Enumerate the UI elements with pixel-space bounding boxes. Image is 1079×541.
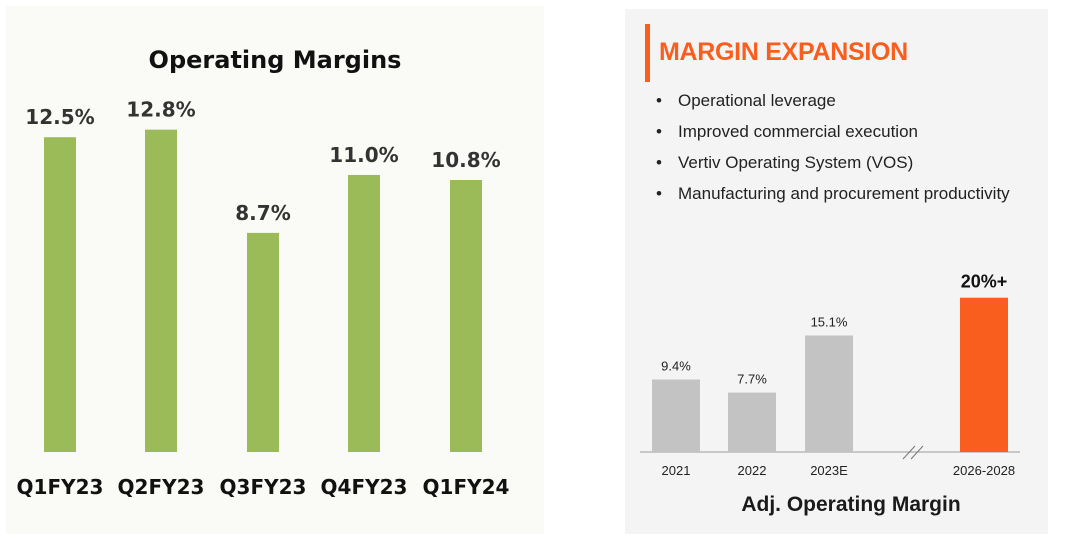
bar: [145, 129, 177, 452]
axis-break-icon: [902, 445, 924, 460]
x-tick-label: 2021: [662, 463, 691, 478]
x-tick-label: Q2FY23: [118, 475, 205, 499]
operating-margins-panel: Operating Margins 12.5% Q1FY23 12.8% Q2FY23…: [6, 6, 544, 534]
bullet-list: • Operational leverage • Improved commerci…: [656, 89, 1010, 213]
data-label: 10.8%: [431, 148, 500, 172]
data-label: 20%+: [961, 272, 1008, 292]
x-tick-label: Q3FY23: [220, 475, 307, 499]
bar: [652, 379, 700, 452]
x-tick-label: 2023E: [810, 463, 848, 478]
x-tick-label: Q1FY23: [17, 475, 104, 499]
margin-expansion-panel: MARGIN EXPANSION • Operational leverage •…: [625, 9, 1048, 534]
panel-title: MARGIN EXPANSION: [659, 38, 908, 66]
chart-title: Adj. Operating Margin: [741, 493, 960, 516]
data-label: 7.7%: [737, 372, 767, 387]
bullet-text: Manufacturing and procurement productivi…: [678, 184, 1010, 203]
x-tick-label: Q4FY23: [321, 475, 408, 499]
data-label: 9.4%: [661, 358, 691, 373]
data-label: 8.7%: [235, 201, 290, 225]
bar: [450, 180, 482, 452]
bar: [728, 392, 776, 452]
bullet-text: Operational leverage: [678, 91, 836, 110]
bar: [805, 335, 853, 452]
x-tick-label: Q1FY24: [423, 475, 510, 499]
bar: [44, 137, 76, 452]
bullet-text: Vertiv Operating System (VOS): [678, 153, 914, 172]
bullet-item: • Improved commercial execution: [656, 120, 1010, 151]
bullet-icon: •: [656, 122, 662, 141]
title-accent-bar: [645, 24, 650, 82]
bullet-icon: •: [656, 184, 662, 203]
data-label: 12.5%: [25, 105, 94, 129]
bullet-text: Improved commercial execution: [678, 122, 918, 141]
bar: [247, 232, 279, 452]
bullet-item: • Vertiv Operating System (VOS): [656, 151, 1010, 182]
data-label: 15.1%: [811, 315, 848, 330]
chart-title: Operating Margins: [149, 46, 402, 74]
adj-operating-margin-chart: 9.4%20217.7%202215.1%2023E20%+2026-2028 …: [640, 272, 1020, 516]
bullet-icon: •: [656, 153, 662, 172]
bar: [960, 297, 1008, 452]
operating-margins-chart: Operating Margins 12.5% Q1FY23 12.8% Q2FY23…: [17, 46, 510, 499]
bullet-item: • Operational leverage: [656, 89, 1010, 120]
x-tick-label: 2026-2028: [953, 463, 1015, 478]
data-label: 12.8%: [126, 98, 195, 122]
bullet-icon: •: [656, 91, 662, 110]
data-label: 11.0%: [329, 143, 398, 167]
bar: [348, 174, 380, 453]
x-tick-label: 2022: [738, 463, 767, 478]
bullet-item: • Manufacturing and procurement productiv…: [656, 182, 1010, 213]
